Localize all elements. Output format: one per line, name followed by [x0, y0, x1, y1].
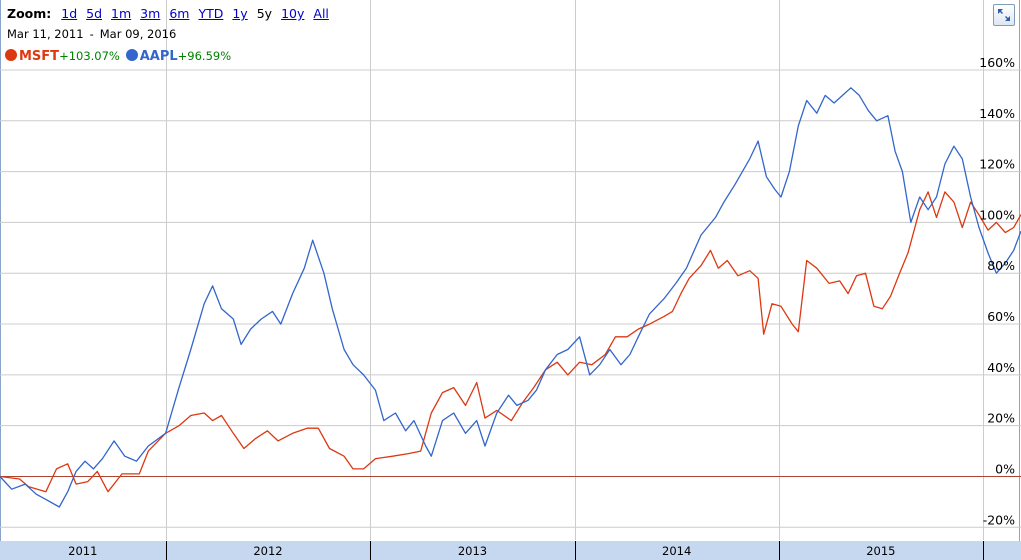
zoom-option-1d[interactable]: 1d	[61, 6, 78, 21]
y-tick-label: 20%	[987, 411, 1015, 426]
y-tick-label: -20%	[983, 512, 1015, 527]
timeline-year-label: 2015	[866, 544, 895, 558]
date-range: Mar 11, 2011- Mar 09, 2016	[7, 26, 176, 42]
y-tick-label: 120%	[979, 157, 1015, 172]
y-tick-label: 0%	[995, 461, 1015, 476]
date-separator: -	[89, 27, 94, 41]
expand-button[interactable]	[993, 4, 1015, 26]
zoom-option-ytd[interactable]: YTD	[198, 6, 224, 21]
legend-name: MSFT	[19, 49, 60, 64]
legend-item-aapl[interactable]: AAPL+96.59%	[125, 48, 232, 65]
zoom-options: 1d 5d 1m 3m 6m YTD 1y 5y 10y All	[61, 6, 338, 21]
y-tick-label: 140%	[979, 106, 1015, 121]
zoom-option-1y[interactable]: 1y	[232, 6, 248, 21]
legend-name: AAPL	[139, 49, 178, 64]
y-tick-label: 40%	[987, 360, 1015, 375]
zoom-label: Zoom:	[7, 6, 52, 21]
timeline-year-label: 2012	[253, 544, 282, 558]
series-line-aapl	[0, 87, 1021, 508]
timeline-year-label: 2011	[68, 544, 97, 558]
zoom-option-all[interactable]: All	[313, 6, 329, 21]
zoom-option-5y[interactable]: 5y	[256, 6, 273, 21]
zoom-option-10y[interactable]: 10y	[281, 6, 305, 21]
legend: MSFT+103.07% AAPL+96.59%	[5, 48, 233, 65]
timeline-year-label: 2013	[458, 544, 487, 558]
zoom-option-6m[interactable]: 6m	[169, 6, 190, 21]
timeline-bar[interactable]: 2011 2012 2013 2014 2015	[0, 541, 1021, 560]
aapl-color-dot-icon	[125, 49, 138, 61]
zoom-option-1m[interactable]: 1m	[111, 6, 132, 21]
timeline-background	[0, 541, 1021, 560]
zoom-option-3m[interactable]: 3m	[140, 6, 161, 21]
series-lines	[0, 87, 1021, 508]
legend-item-msft[interactable]: MSFT+103.07%	[5, 48, 120, 65]
grid	[0, 0, 1021, 540]
msft-color-dot-icon	[5, 49, 17, 61]
y-tick-label: 60%	[987, 309, 1015, 324]
start-date[interactable]: Mar 11, 2011	[7, 27, 84, 41]
timeline-year-label: 2014	[662, 544, 691, 558]
y-tick-label: 100%	[979, 207, 1015, 222]
expand-arrows-icon	[998, 9, 1010, 21]
zoom-option-5d[interactable]: 5d	[86, 6, 103, 21]
y-tick-label: 160%	[979, 55, 1015, 70]
y-tick-label: 80%	[987, 258, 1015, 273]
y-axis-labels: -20% 0% 20% 40% 60% 80% 100% 120% 140% 160%	[979, 55, 1015, 527]
zoom-bar: Zoom: 1d 5d 1m 3m 6m YTD 1y 5y 10y All	[7, 5, 338, 23]
end-date[interactable]: Mar 09, 2016	[99, 27, 177, 41]
legend-change: +103.07%	[59, 49, 120, 63]
legend-change: +96.59%	[177, 49, 232, 63]
series-line-msft	[0, 191, 1021, 493]
